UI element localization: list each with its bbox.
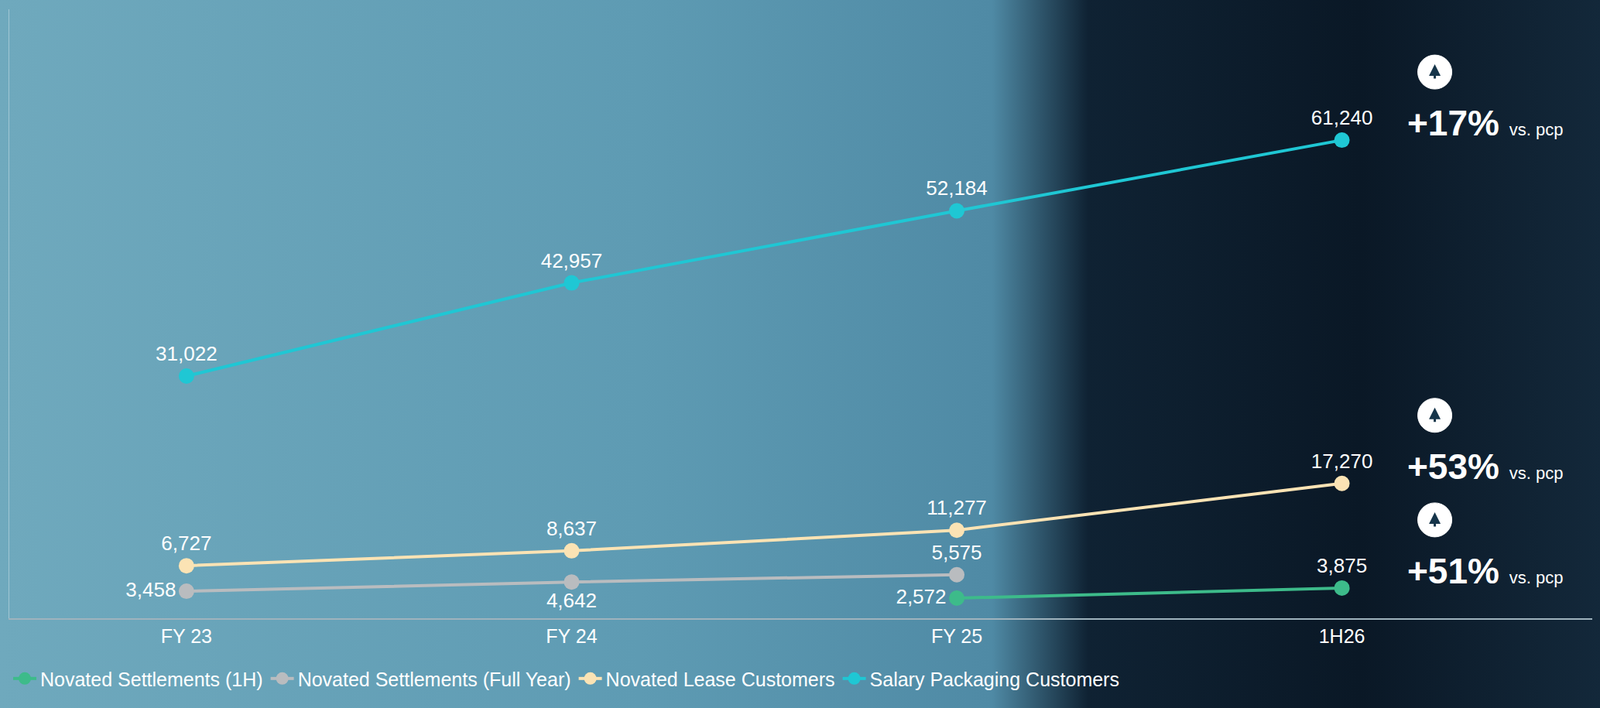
svg-text:Salary Packaging Customers: Salary Packaging Customers — [870, 668, 1120, 691]
svg-text:52,184: 52,184 — [925, 176, 988, 200]
svg-text:4,642: 4,642 — [546, 589, 597, 613]
svg-text:3,875: 3,875 — [1316, 554, 1368, 578]
svg-text:+51% vs. pcp: +51% vs. pcp — [1407, 551, 1563, 592]
svg-text:5,575: 5,575 — [931, 541, 982, 565]
svg-text:42,957: 42,957 — [541, 249, 603, 273]
svg-text:+17% vs. pcp: +17% vs. pcp — [1407, 102, 1563, 144]
svg-text:17,270: 17,270 — [1311, 449, 1374, 473]
svg-text:6,727: 6,727 — [161, 531, 212, 556]
svg-text:FY 24: FY 24 — [545, 625, 597, 648]
svg-text:8,637: 8,637 — [546, 517, 597, 541]
svg-text:31,022: 31,022 — [155, 342, 218, 366]
svg-text:Novated Lease Customers: Novated Lease Customers — [606, 668, 836, 691]
svg-text:FY 23: FY 23 — [161, 625, 213, 648]
svg-text:FY 25: FY 25 — [931, 625, 983, 648]
svg-text:61,240: 61,240 — [1311, 106, 1374, 130]
svg-text:+53% vs. pcp: +53% vs. pcp — [1407, 446, 1563, 487]
svg-text:11,277: 11,277 — [926, 496, 987, 520]
svg-text:Novated Settlements (Full Year: Novated Settlements (Full Year) — [298, 668, 572, 691]
svg-text:Novated Settlements (1H): Novated Settlements (1H) — [40, 668, 264, 691]
svg-text:2,572: 2,572 — [895, 585, 946, 609]
svg-text:1H26: 1H26 — [1319, 625, 1366, 648]
svg-text:3,458: 3,458 — [125, 578, 176, 602]
